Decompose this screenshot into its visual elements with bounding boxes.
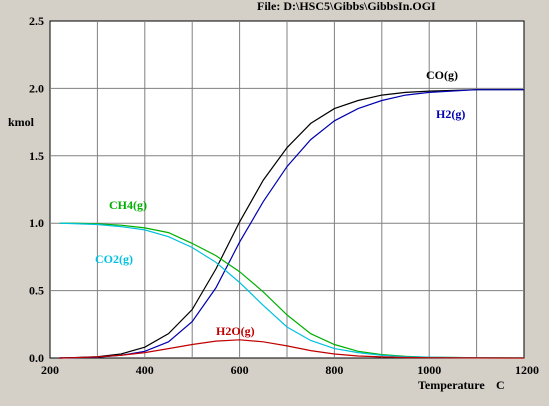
x-tick-label: 1200	[515, 363, 539, 377]
y-axis-label: kmol	[8, 115, 35, 129]
file-title: File: D:\HSC5\Gibbs\GibbsIn.OGI	[257, 0, 436, 13]
x-tick-label: 200	[41, 363, 59, 377]
y-tick-label: 1.5	[29, 149, 44, 163]
series-lines	[59, 89, 525, 359]
series-line-co	[59, 89, 524, 359]
grid-lines	[50, 21, 524, 358]
axis-tick-labels: 200 400 600 800 1000 1200 0.0 0.5 1.0 1.5 2.0 2.5	[29, 14, 539, 377]
x-tick-label: 400	[136, 363, 154, 377]
series-labels: CO(g) H2(g) CH4(g) CO2(g) H2O(g)	[95, 68, 465, 338]
series-line-h2o	[59, 339, 525, 359]
series-label-co: CO(g)	[426, 68, 458, 82]
series-label-h2: H2(g)	[436, 107, 465, 121]
x-tick-label: 1000	[417, 363, 441, 377]
series-label-h2o: H2O(g)	[216, 324, 255, 338]
y-tick-label: 2.5	[29, 14, 44, 28]
y-tick-label: 0.0	[29, 351, 44, 365]
y-tick-label: 0.5	[29, 284, 44, 298]
x-axis-unit: C	[496, 378, 505, 392]
series-label-ch4: CH4(g)	[109, 198, 147, 212]
series-label-co2: CO2(g)	[95, 252, 133, 266]
x-axis-label: Temperature	[418, 378, 485, 392]
x-tick-label: 800	[325, 363, 343, 377]
y-tick-label: 1.0	[29, 216, 44, 230]
y-tick-label: 2.0	[29, 81, 44, 95]
series-line-co2	[59, 222, 525, 359]
x-tick-label: 600	[231, 363, 249, 377]
